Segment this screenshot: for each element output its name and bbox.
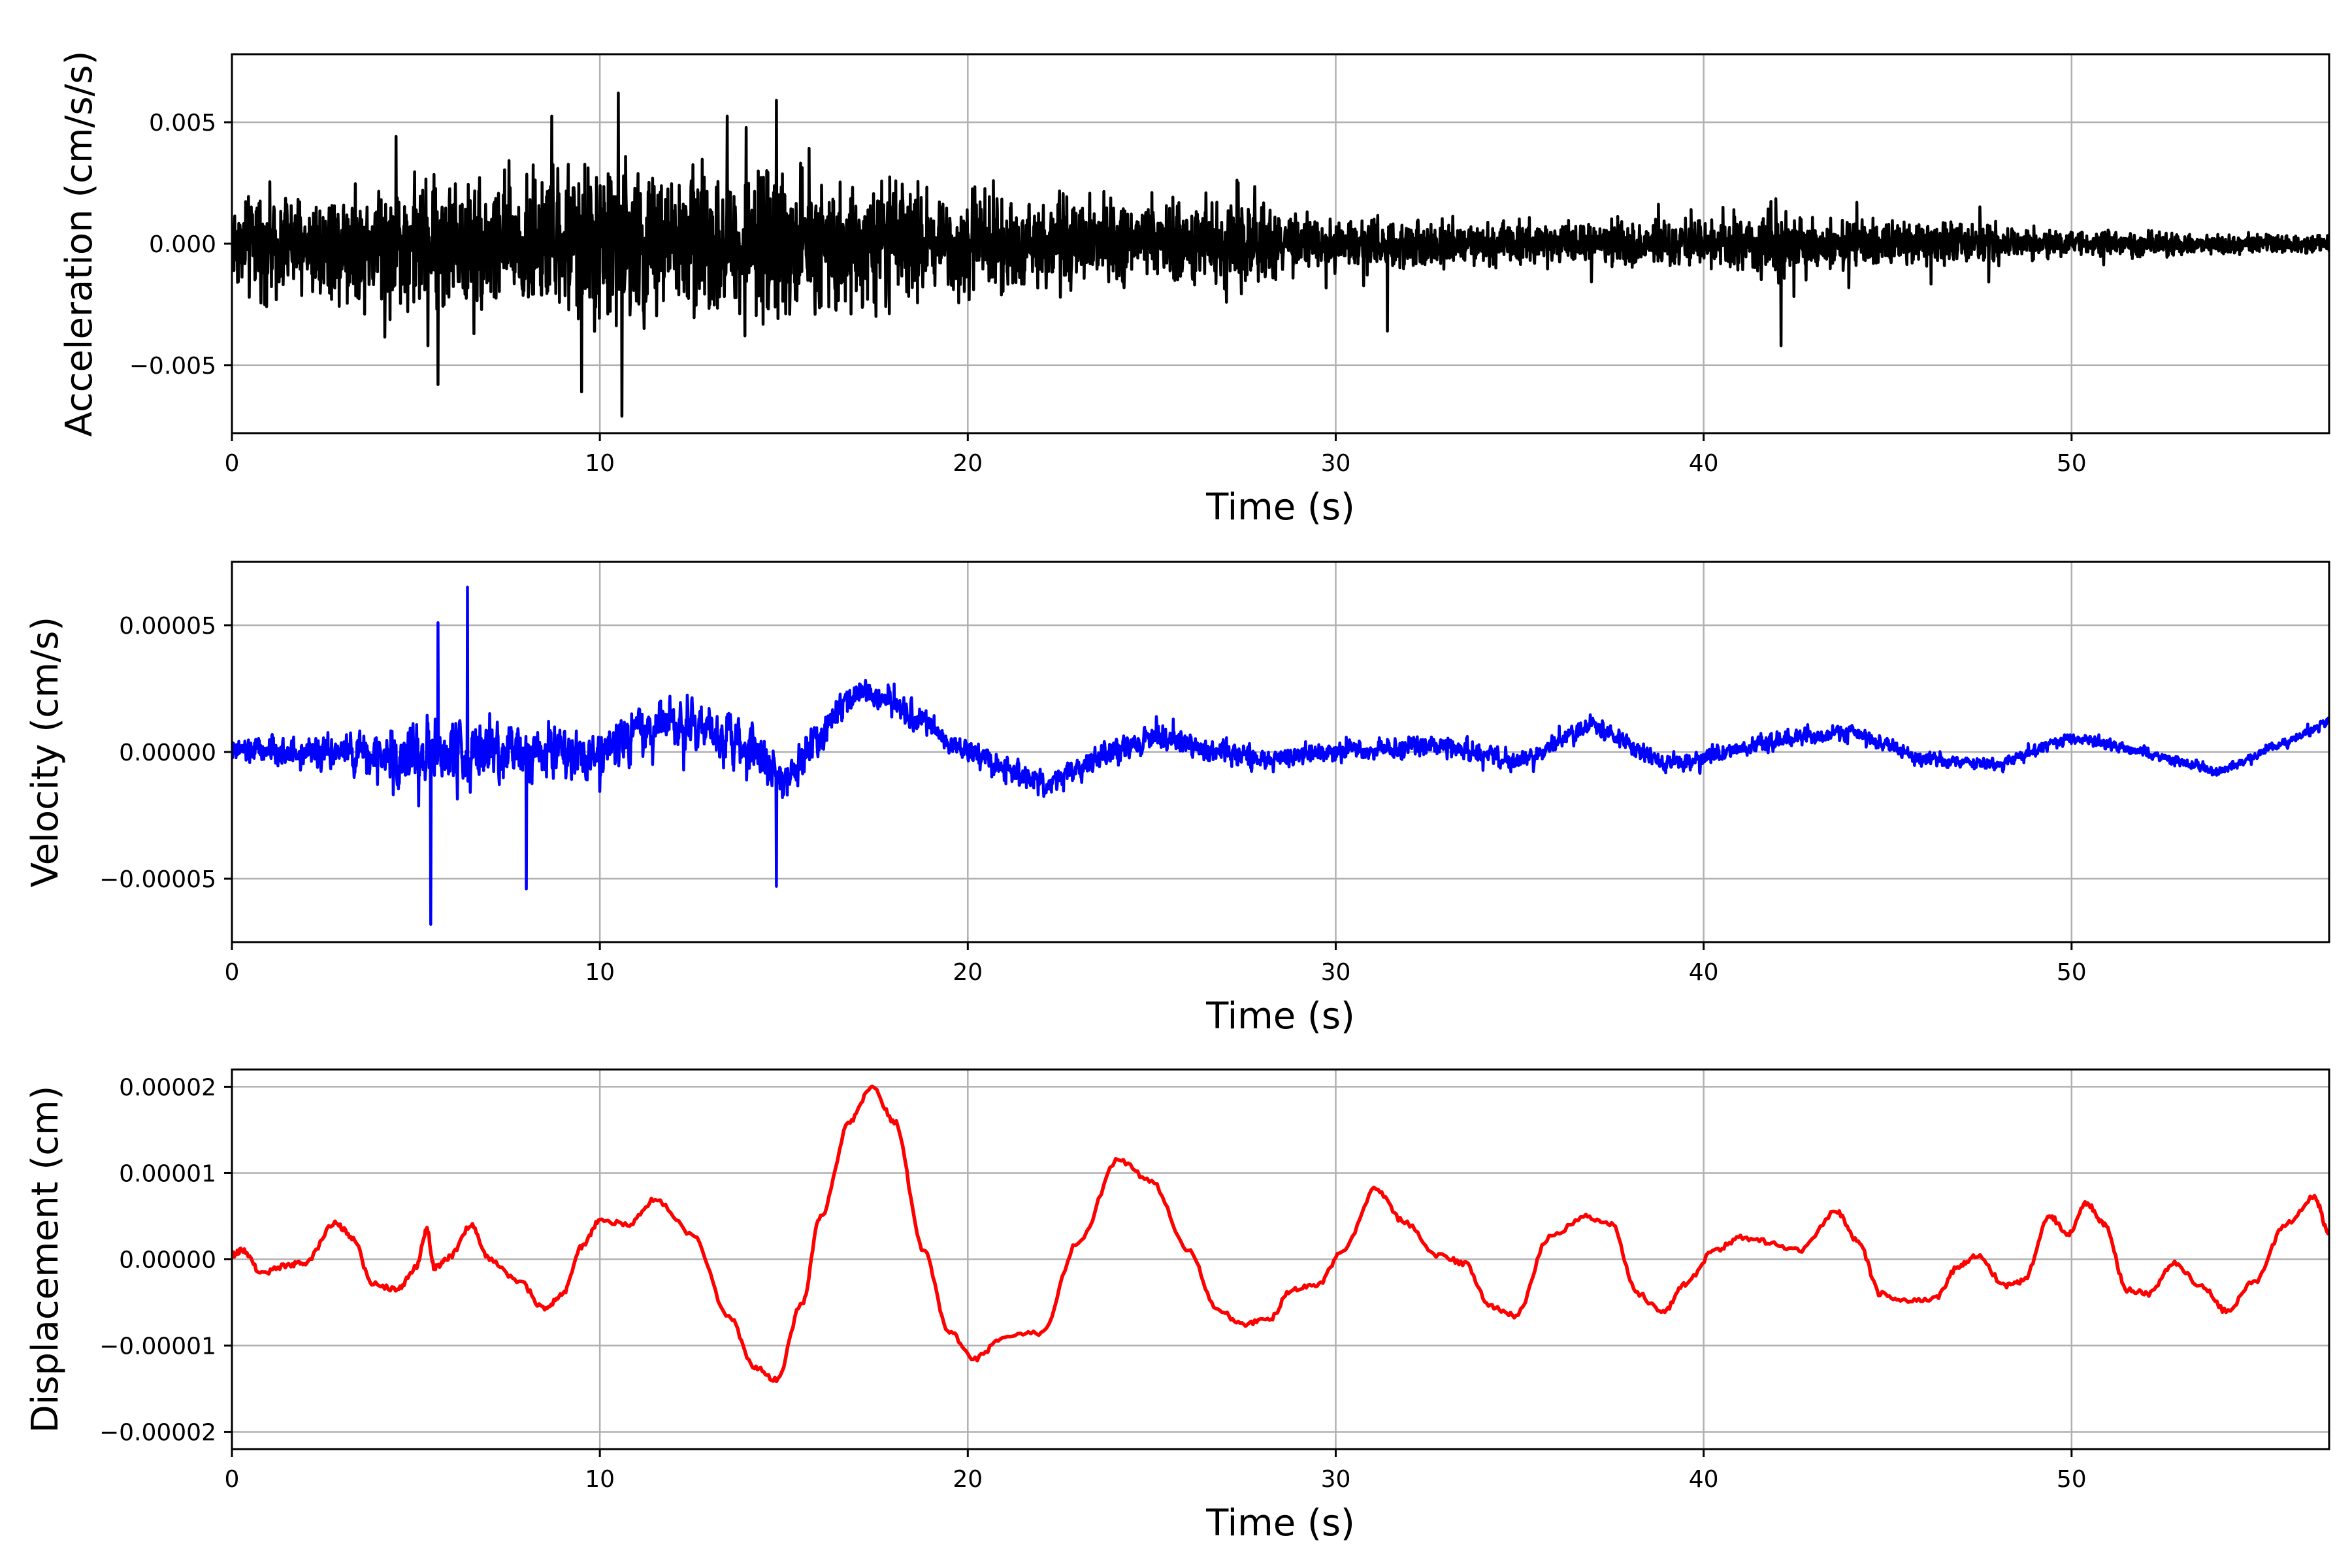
x-tick-label: 50 <box>2057 959 2087 986</box>
x-axis-label: Time (s) <box>1205 1502 1355 1544</box>
y-axis-label: Displacement (cm) <box>24 1086 67 1433</box>
x-tick-label: 0 <box>225 959 240 986</box>
y-tick-label: 0.00002 <box>119 1074 216 1101</box>
x-tick-label: 10 <box>585 450 615 477</box>
x-tick-label: 0 <box>225 1466 240 1493</box>
x-tick-label: 30 <box>1321 1466 1351 1493</box>
y-tick-label: −0.00002 <box>99 1420 216 1446</box>
x-tick-label: 40 <box>1689 1466 1719 1493</box>
y-tick-label: 0.005 <box>149 110 216 137</box>
x-tick-label: 20 <box>953 1466 983 1493</box>
x-tick-label: 20 <box>953 450 983 477</box>
x-tick-label: 50 <box>2057 1466 2087 1493</box>
y-tick-label: 0.00000 <box>119 1247 216 1274</box>
velocity-series-line <box>232 585 2329 926</box>
y-tick-label: −0.005 <box>129 353 216 380</box>
x-tick-label: 50 <box>2057 450 2087 477</box>
y-tick-label: 0.000 <box>149 231 216 258</box>
velocity-panel: 0 10 20 30 40 50 −0.00005 0.00000 0.00005 Time (s… <box>24 561 2330 1037</box>
y-tick-label: −0.00005 <box>99 866 216 893</box>
y-tick-label: −0.00001 <box>99 1333 216 1360</box>
y-axis-label: Acceleration (cm/s/s) <box>58 51 101 437</box>
x-tick-label: 0 <box>225 450 240 477</box>
x-tick-label: 40 <box>1689 959 1719 986</box>
x-axis-label: Time (s) <box>1205 486 1355 529</box>
acceleration-panel: 0 10 20 30 40 50 −0.005 0.000 0.005 Time (s) Accel… <box>58 51 2330 529</box>
x-tick-label: 30 <box>1321 959 1351 986</box>
x-tick-label: 10 <box>585 1466 615 1493</box>
x-axis-label: Time (s) <box>1205 995 1355 1037</box>
displacement-panel: 0 10 20 30 40 50 −0.00002 −0.00001 0.00000 0.0000… <box>24 1068 2330 1544</box>
x-tick-label: 20 <box>953 959 983 986</box>
y-tick-label: 0.00000 <box>119 740 216 766</box>
x-tick-label: 40 <box>1689 450 1719 477</box>
y-tick-label: 0.00005 <box>119 613 216 640</box>
displacement-series-line <box>232 1085 2329 1384</box>
y-tick-label: 0.00001 <box>119 1160 216 1187</box>
x-tick-label: 10 <box>585 959 615 986</box>
y-axis-label: Velocity (cm/s) <box>24 617 67 888</box>
x-tick-label: 30 <box>1321 450 1351 477</box>
acceleration-series-line <box>232 91 2329 418</box>
